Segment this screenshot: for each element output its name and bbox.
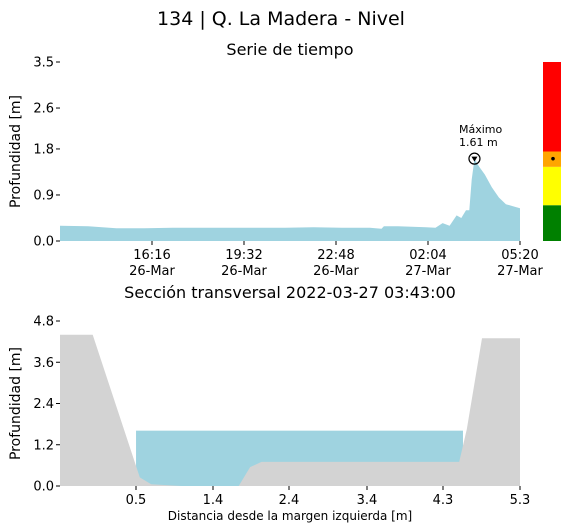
alert-level: [543, 205, 561, 241]
x-tick-date: 26-Mar: [129, 264, 175, 279]
x-tick-date: 26-Mar: [221, 264, 267, 279]
y-tick-label: 2.6: [33, 102, 54, 117]
cross-section-x-label: Distancia desde la margen izquierda [m]: [167, 509, 413, 523]
x-tick-date: 26-Mar: [313, 264, 359, 279]
max-value: 1.61 m: [459, 136, 498, 149]
timeseries-y-label: Profundidad [m]: [8, 95, 24, 208]
y-tick-label: 3.6: [33, 356, 54, 371]
y-tick-label: 0.0: [33, 235, 54, 250]
y-tick-label: 2.4: [33, 397, 54, 412]
x-tick-label: 3.4: [357, 493, 378, 508]
x-tick-time: 16:16: [133, 248, 170, 263]
alert-current-dot: [551, 156, 555, 161]
x-tick-label: 5.3: [510, 493, 531, 508]
y-tick-label: 0.9: [33, 188, 54, 203]
timeseries-chart: Profundidad [m]0.00.91.82.63.516:1626-Ma…: [8, 56, 561, 279]
x-tick-label: 1.4: [203, 493, 224, 508]
y-tick-label: 4.8: [33, 315, 54, 330]
x-tick-date: 27-Mar: [405, 264, 451, 279]
cross-section-y-label: Profundidad [m]: [8, 347, 24, 460]
x-tick-label: 2.4: [279, 493, 300, 508]
max-marker-arrow: [471, 156, 478, 162]
cross-section-plot: [60, 334, 520, 486]
alert-level: [543, 62, 561, 152]
level-area: [60, 158, 520, 241]
cross-section-chart: Profundidad [m] 0.0 1.2 2.4 3.6 4.8 0.5 1.4 2.4 3…: [8, 315, 531, 509]
x-tick-time: 05:20: [501, 248, 538, 263]
cross-section-title: Sección transversal 2022-03-27 03:43:00: [124, 283, 456, 302]
timeseries-title: Serie de tiempo: [226, 40, 354, 59]
terrain-area: [60, 334, 520, 486]
y-tick-label: 0.0: [33, 480, 54, 495]
page-title: 134 | Q. La Madera - Nivel: [157, 8, 405, 30]
x-tick-time: 22:48: [317, 248, 354, 263]
x-tick-time: 19:32: [225, 248, 262, 263]
y-tick-label: 1.8: [33, 142, 54, 157]
alert-level: [543, 166, 561, 206]
x-tick-date: 27-Mar: [497, 264, 543, 279]
max-marker: [468, 152, 481, 165]
x-tick-label: 4.3: [433, 493, 454, 508]
max-label: Máximo: [459, 123, 503, 136]
x-tick-label: 0.5: [126, 493, 147, 508]
y-tick-label: 3.5: [33, 56, 54, 71]
x-tick-time: 02:04: [409, 248, 446, 263]
y-tick-label: 1.2: [33, 438, 54, 453]
